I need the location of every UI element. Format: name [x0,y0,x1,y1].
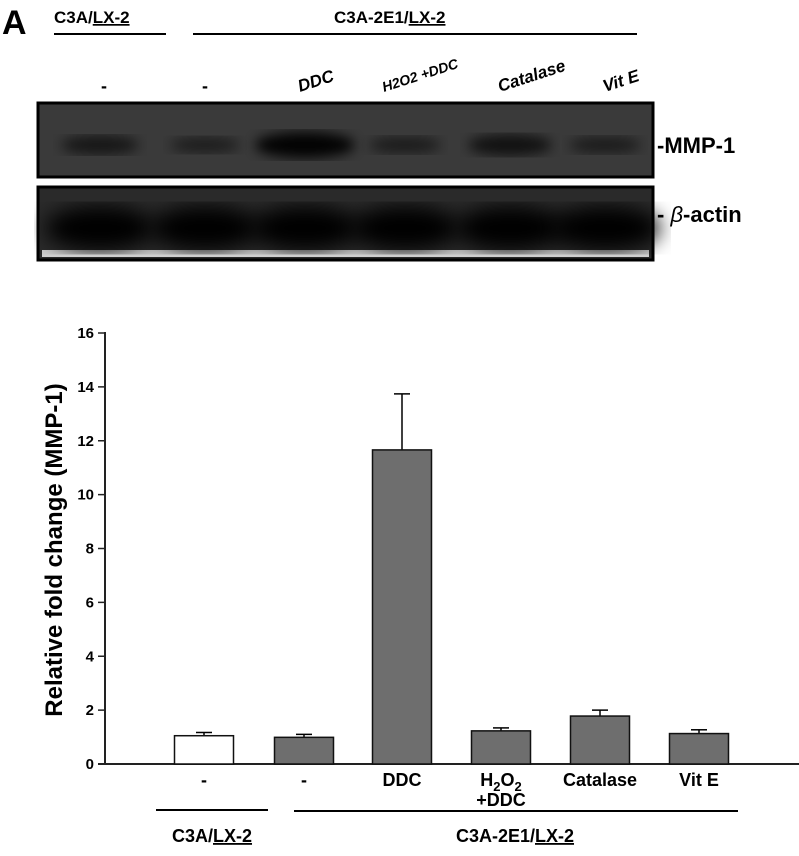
actin-band [150,206,260,250]
x-tick-label: - [201,770,207,790]
bar [371,449,433,765]
actin-band [250,206,360,250]
lane-label: Catalase [495,56,567,96]
mmp1-band [255,132,355,158]
actin-band [350,206,460,250]
lane-label: - [202,76,208,96]
lane-label: DDC [295,66,337,96]
y-tick-label: 14 [77,379,94,396]
actin-band-label: - β-actin [657,202,742,227]
y-tick-label: 10 [77,487,94,504]
bar [273,736,335,765]
bar [470,730,532,765]
bar [569,715,631,765]
actin-band [455,206,565,250]
y-tick-label: 0 [86,756,94,773]
y-tick-label: 16 [77,325,94,342]
mmp1-blot [36,101,655,179]
bar [173,734,235,765]
bar-chart: Relative fold change (MMP-1) 0 2 4 6 8 10 12 14… [41,325,799,846]
y-tick-label: 8 [86,541,94,558]
y-tick-label: 4 [86,648,95,665]
x-tick-label: Catalase [563,770,637,790]
blot-header-left: C3A/LX-2 [54,8,166,35]
mmp1-band-label: -MMP-1 [657,133,735,158]
x-tick-label: H2O2 [480,770,521,794]
svg-text:C3A/LX-2: C3A/LX-2 [54,8,130,27]
blot-lane-labels: - - DDC H2O2 +DDC Catalase Vit E [101,55,642,96]
mmp1-band [468,134,552,156]
panel-label: A [2,4,27,42]
mmp1-band [170,137,240,153]
actin-band [45,206,155,250]
x-tick-label-line2: +DDC [476,790,526,810]
x-tick-label: DDC [383,770,422,790]
mmp1-band [369,136,441,154]
svg-text:C3A/LX-2: C3A/LX-2 [172,826,252,846]
svg-text:C3A-2E1/LX-2: C3A-2E1/LX-2 [456,826,574,846]
y-tick-label: 12 [77,433,94,450]
actin-blot [36,185,660,262]
y-tick-label: 2 [86,702,94,719]
svg-text:C3A-2E1/LX-2: C3A-2E1/LX-2 [334,8,445,27]
x-tick-label: - [301,770,307,790]
actin-band [550,206,660,250]
lane-label: - [101,76,107,96]
blot-header-right: C3A-2E1/LX-2 [193,8,637,35]
bar [668,732,730,765]
y-axis-label: Relative fold change (MMP-1) [41,383,68,716]
lane-label: H2O2 +DDC [380,55,461,95]
x-group-right: C3A-2E1/LX-2 [294,810,738,846]
x-group-left: C3A/LX-2 [156,809,268,846]
lane-label: Vit E [600,66,642,96]
mmp1-band [569,136,641,154]
y-tick-label: 6 [86,594,94,611]
mmp1-band [61,135,139,155]
x-tick-label: Vit E [679,770,719,790]
